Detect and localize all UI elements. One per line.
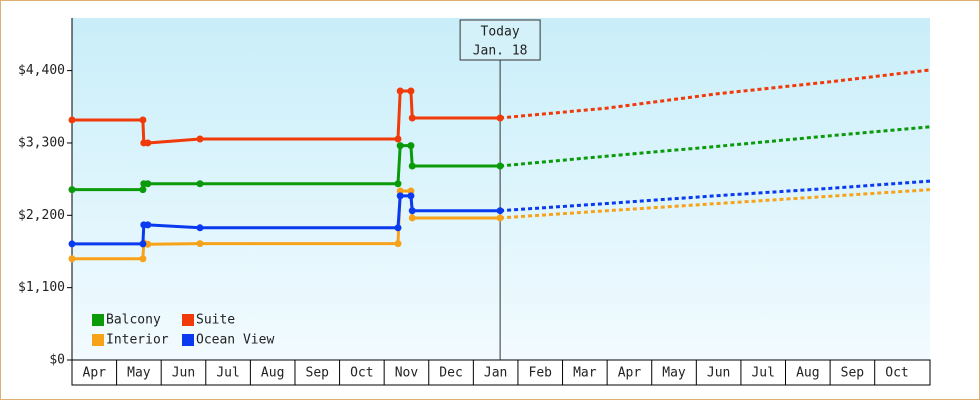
- forecast-line: [500, 179, 931, 213]
- price-point: [139, 186, 147, 194]
- price-point: [68, 186, 76, 194]
- price-point: [408, 207, 416, 215]
- y-tick-label: $1,100: [18, 280, 65, 295]
- price-point: [394, 135, 402, 143]
- price-point: [496, 214, 504, 222]
- legend-swatch: [182, 314, 194, 326]
- x-tick-label: Apr: [83, 366, 107, 381]
- x-tick-label: Nov: [395, 366, 419, 381]
- price-point: [396, 187, 404, 195]
- x-tick-label: Apr: [618, 366, 642, 381]
- price-point: [407, 87, 415, 95]
- legend-label: Balcony: [106, 313, 161, 328]
- forecast-line: [499, 68, 931, 120]
- x-tick-label: Sep: [841, 366, 865, 381]
- price-point: [396, 142, 404, 150]
- legend-label: Suite: [196, 313, 235, 328]
- plot-area: [72, 18, 930, 360]
- forecast-line: [499, 125, 931, 168]
- price-point: [407, 192, 415, 200]
- price-point: [408, 162, 416, 170]
- price-point: [139, 240, 147, 248]
- x-tick-label: Feb: [529, 366, 553, 381]
- legend-swatch: [92, 334, 104, 346]
- x-tick-label: Mar: [573, 366, 597, 381]
- price-point: [139, 255, 147, 263]
- forecast-line: [500, 188, 931, 220]
- x-tick-label: Dec: [439, 366, 462, 381]
- price-point: [196, 180, 204, 188]
- price-point: [196, 240, 204, 248]
- price-point: [196, 135, 204, 143]
- x-tick-label: Jan: [484, 366, 507, 381]
- x-tick-label: Oct: [350, 366, 373, 381]
- price-point: [394, 180, 402, 188]
- price-point: [144, 139, 152, 147]
- x-tick-label: Aug: [796, 366, 819, 381]
- y-tick-label: $2,200: [18, 208, 65, 223]
- price-point: [407, 142, 415, 150]
- price-point: [496, 162, 504, 170]
- x-tick-label: Jul: [751, 366, 774, 381]
- price-point: [68, 255, 76, 263]
- price-line: [72, 194, 501, 246]
- legend-swatch: [92, 314, 104, 326]
- price-point: [496, 207, 504, 215]
- legend-label: Ocean View: [196, 333, 274, 348]
- x-tick-label: Jun: [707, 366, 730, 381]
- x-tick-label: May: [127, 366, 151, 381]
- price-point: [496, 114, 504, 122]
- y-tick-label: $0: [49, 353, 65, 368]
- today-label: Jan. 18: [473, 44, 528, 59]
- price-point: [144, 180, 152, 188]
- price-point: [68, 240, 76, 248]
- price-point: [394, 240, 402, 248]
- x-tick-label: Jun: [172, 366, 195, 381]
- price-line: [72, 89, 501, 145]
- today-box: [459, 19, 541, 61]
- price-point: [396, 192, 404, 200]
- price-point: [394, 224, 402, 232]
- legend-label: Interior: [106, 333, 169, 348]
- price-point: [196, 224, 204, 232]
- price-point: [407, 187, 415, 195]
- price-point: [396, 87, 404, 95]
- today-label: Today: [481, 25, 520, 40]
- x-tick-label: Aug: [261, 366, 284, 381]
- x-tick-label: Oct: [885, 366, 908, 381]
- price-point: [408, 114, 416, 122]
- legend-swatch: [182, 334, 194, 346]
- x-tick-label: Jul: [216, 366, 239, 381]
- y-tick-label: $4,400: [18, 63, 65, 78]
- price-point: [408, 214, 416, 222]
- price-point: [139, 116, 147, 124]
- y-tick-label: $3,300: [18, 135, 65, 150]
- price-point: [68, 116, 76, 124]
- x-tick-label: May: [662, 366, 686, 381]
- x-tick-label: Sep: [306, 366, 330, 381]
- price-point: [144, 221, 152, 229]
